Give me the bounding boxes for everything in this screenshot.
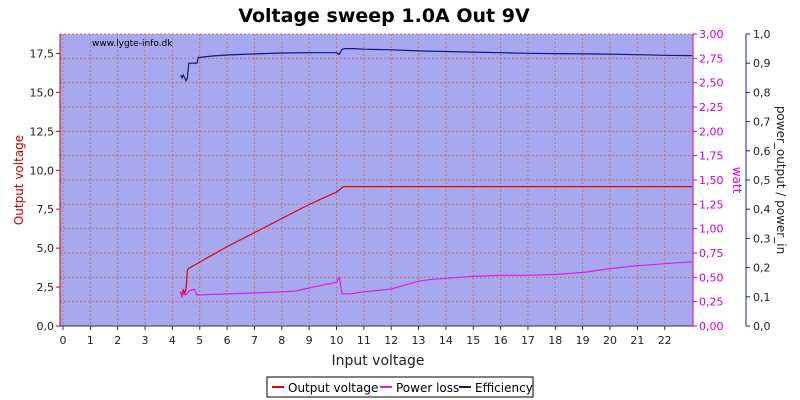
efficiency-tick-label: 0,2 [753,262,771,275]
efficiency-tick-label: 0,0 [753,320,771,333]
watt-tick-label: 0,75 [699,247,724,260]
x-tick-label: 2 [114,334,121,347]
x-tick-label: 11 [357,334,371,347]
legend: Output voltage Power loss Efficiency [266,376,534,398]
legend-label-output-voltage: Output voltage [288,381,378,395]
watt-tick-label: 0,50 [699,271,724,284]
x-tick-label: 17 [521,334,535,347]
efficiency-tick-label: 0,3 [753,232,771,245]
efficiency-tick-label: 0,6 [753,145,771,158]
x-tick-label: 4 [169,334,176,347]
watt-tick-label: 2,50 [699,77,724,90]
x-tick-label: 22 [658,334,672,347]
legend-box [266,376,534,398]
efficiency-tick-label: 0,7 [753,116,771,129]
watermark: www.lygte-info.dk [92,39,173,49]
left-tick-label: 12,5 [30,125,55,138]
left-tick-label: 15,0 [30,86,55,99]
efficiency-tick-label: 1,0 [753,28,771,41]
series-line-power-loss [180,261,693,299]
x-tick-label: 1 [87,334,94,347]
left-tick-label: 5,0 [37,242,55,255]
x-tick-label: 12 [384,334,398,347]
efficiency-tick-label: 0,4 [753,203,771,216]
chart-title: Voltage sweep 1.0A Out 9V [238,5,530,27]
watt-axis-label: watt [730,167,744,194]
legend-label-power-loss: Power loss [396,381,459,395]
x-tick-label: 14 [439,334,453,347]
x-tick-label: 13 [412,334,426,347]
efficiency-tick-label: 0,5 [753,174,771,187]
x-tick-label: 3 [142,334,149,347]
x-tick-label: 7 [251,334,258,347]
left-tick-label: 10,0 [30,164,55,177]
x-tick-label: 0 [60,334,67,347]
watt-axis-ticks: 0,00 0,25 0,50 0,75 1,00 1,25 1,50 1,75 2,00 2,25… [693,28,724,333]
left-axis-label: Output voltage [12,135,26,225]
watt-tick-label: 1,00 [699,223,724,236]
x-tick-label: 18 [548,334,562,347]
legend-label-efficiency: Efficiency [475,381,533,395]
left-tick-label: 2,5 [37,281,55,294]
efficiency-axis-label: power_output / power_in [774,106,788,254]
efficiency-tick-label: 0,9 [753,57,771,70]
x-tick-label: 5 [196,334,203,347]
watt-tick-label: 1,50 [699,174,724,187]
left-axis-ticks: 0,0 2,5 5,0 7,5 10,0 12,5 15,0 17,5 [30,47,60,333]
efficiency-tick-label: 0,1 [753,291,771,304]
left-tick-label: 7,5 [37,203,55,216]
watt-tick-label: 0,25 [699,296,724,309]
left-tick-label: 17,5 [30,47,55,60]
x-axis-label: Input voltage [331,353,424,369]
series-line-output-voltage [180,186,693,297]
x-tick-label: 20 [603,334,617,347]
x-tick-label: 8 [278,334,285,347]
x-tick-label: 21 [630,334,644,347]
x-tick-label: 19 [576,334,590,347]
x-tick-label: 15 [466,334,480,347]
watt-tick-label: 2,25 [699,101,724,114]
series-layer [180,47,693,299]
grid-lines [60,33,693,327]
x-tick-label: 6 [224,334,231,347]
x-axis-ticks: 0 1 2 3 4 5 6 7 8 9 10 11 12 13 14 15 16 17 18 19 20 21 22 [60,326,672,347]
watt-tick-label: 3,00 [699,28,724,41]
x-tick-label: 10 [330,334,344,347]
watt-tick-label: 2,75 [699,52,724,65]
watt-tick-label: 1,25 [699,198,724,211]
efficiency-tick-label: 0,8 [753,86,771,99]
x-tick-label: 16 [494,334,508,347]
watt-tick-label: 2,00 [699,125,724,138]
x-tick-label: 9 [306,334,313,347]
series-line-efficiency [180,47,693,83]
efficiency-axis-ticks: 0,0 0,1 0,2 0,3 0,4 0,5 0,6 0,7 0,8 0,9 1,0 [746,28,771,333]
watt-tick-label: 1,75 [699,150,724,163]
left-tick-label: 0,0 [37,320,55,333]
watt-tick-label: 0,00 [699,320,724,333]
